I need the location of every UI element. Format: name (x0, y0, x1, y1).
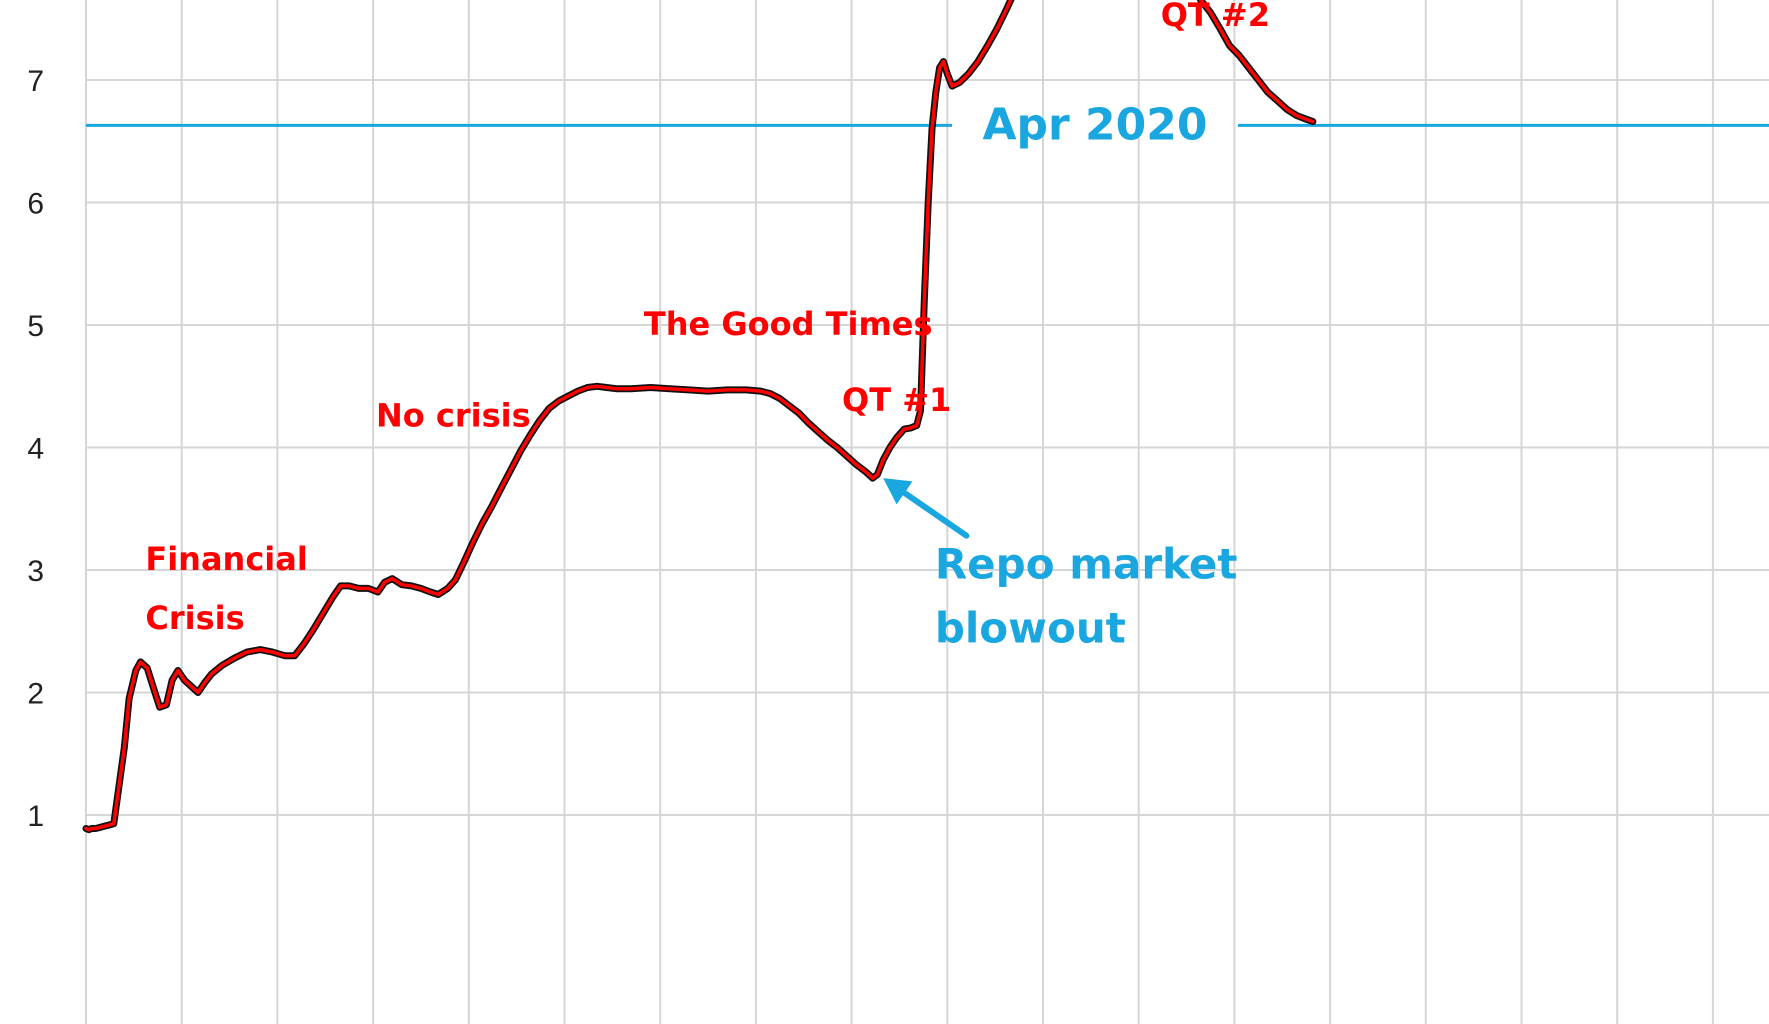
callout-group: Repo market blowout (883, 478, 1238, 653)
y-tick-label: 3 (27, 555, 44, 588)
callout-label: Repo market (935, 540, 1238, 589)
y-tick-label: 1 (27, 800, 44, 833)
chart-annotation: The Good Times (644, 305, 933, 343)
reference-line-group: Apr 2020 (86, 99, 1769, 150)
gridlines (85, 0, 1769, 1024)
y-tick-label: 4 (27, 433, 44, 466)
callout-arrow-head (883, 478, 913, 505)
series-group (82, 0, 1317, 834)
y-tick-label: 7 (27, 65, 44, 98)
y-tick-label: 2 (27, 678, 44, 711)
chart-annotation: No crisis (376, 397, 531, 435)
y-tick-labels: 12345678 (27, 65, 44, 833)
chart-annotation: Financial (145, 540, 307, 578)
callout-arrow-shaft (901, 489, 970, 539)
y-tick-label: 5 (27, 310, 44, 343)
chart-annotation: Crisis (145, 599, 244, 637)
chart-annotation: QT #1 (842, 381, 951, 419)
reference-line-label: Apr 2020 (982, 99, 1207, 150)
series-line (84, 0, 1315, 832)
y-tick-label: 6 (27, 188, 44, 221)
callout-label: blowout (935, 604, 1126, 653)
chart-annotation: QT #2 (1161, 0, 1270, 34)
annotation-group: Financial Crisis No crisis The Good Times QT… (145, 0, 1270, 637)
